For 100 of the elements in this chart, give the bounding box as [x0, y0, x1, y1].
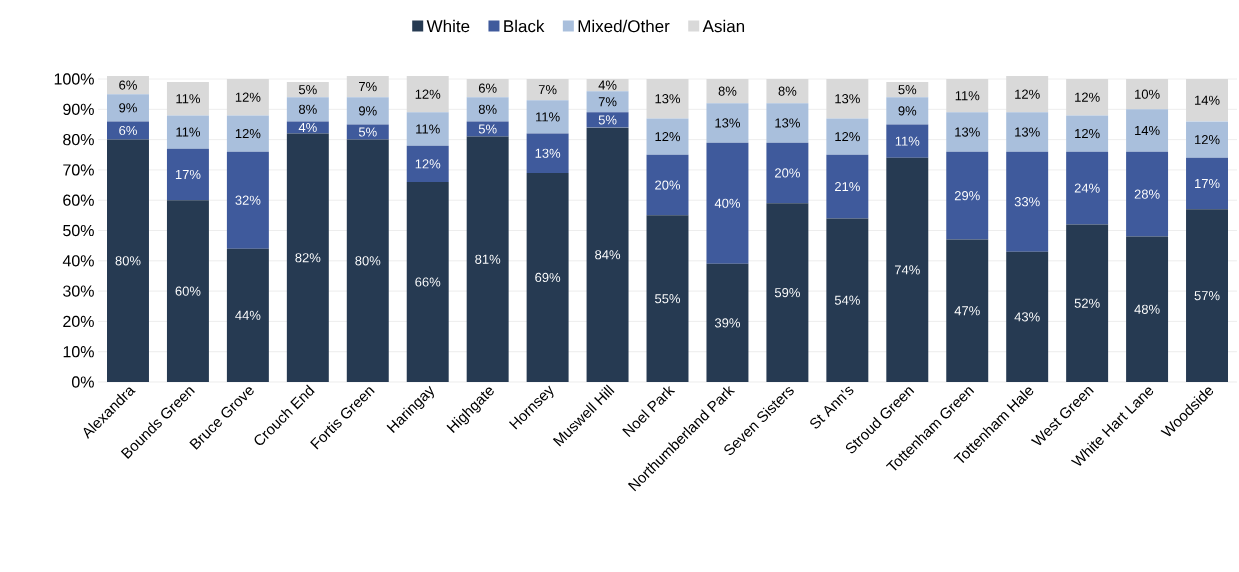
- data-label: 5%: [478, 124, 497, 134]
- y-tick-label: 100%: [54, 73, 94, 85]
- data-label: 8%: [718, 86, 737, 96]
- data-label: 54%: [834, 295, 860, 305]
- data-label: 8%: [478, 104, 497, 114]
- data-label: 10%: [1135, 89, 1160, 99]
- data-label: 12%: [1195, 135, 1220, 145]
- data-label: 13%: [775, 118, 800, 128]
- data-label: 11%: [176, 127, 200, 137]
- bar: [286, 121, 329, 134]
- data-label: 14%: [1195, 95, 1220, 105]
- bar: [766, 142, 809, 204]
- bar: [886, 97, 929, 125]
- data-label: 5%: [898, 85, 917, 95]
- legend-label: White: [426, 19, 470, 33]
- data-label: 12%: [1075, 128, 1100, 139]
- bar: [226, 248, 269, 382]
- bar: [826, 118, 869, 155]
- bar: [1126, 236, 1169, 382]
- bar: [526, 172, 569, 382]
- bar: [826, 218, 869, 382]
- data-label: 84%: [595, 250, 621, 260]
- y-tick-label: 80%: [63, 133, 94, 146]
- bar: [946, 239, 989, 382]
- data-label: 12%: [235, 128, 261, 139]
- y-tick-label: 10%: [63, 346, 94, 358]
- data-label: 8%: [778, 86, 797, 96]
- y-tick-label: 40%: [62, 255, 94, 267]
- data-label: 20%: [655, 180, 681, 190]
- bar: [346, 124, 389, 140]
- bar: [1186, 121, 1228, 158]
- data-label: 6%: [119, 80, 137, 90]
- data-label: 5%: [598, 115, 617, 125]
- bar: [766, 203, 809, 382]
- data-label: 7%: [359, 82, 377, 92]
- bar: [946, 112, 989, 152]
- data-label: 13%: [955, 127, 980, 137]
- bar: [286, 82, 329, 98]
- bar: [586, 112, 629, 128]
- data-label: 13%: [1015, 127, 1040, 137]
- legend-label: Mixed/Other: [578, 19, 670, 33]
- bar: [107, 121, 149, 140]
- bar: [886, 157, 929, 382]
- data-label: 4%: [598, 80, 617, 90]
- data-label: 17%: [175, 169, 201, 180]
- bar: [1066, 151, 1109, 225]
- data-label: 12%: [235, 92, 261, 102]
- bar: [886, 82, 929, 98]
- bar: [166, 200, 209, 382]
- data-label: 81%: [475, 254, 501, 264]
- data-label: 6%: [119, 125, 137, 136]
- data-label: 13%: [835, 94, 860, 104]
- bar: [286, 133, 329, 382]
- data-label: 66%: [415, 277, 441, 287]
- data-label: 74%: [894, 265, 920, 275]
- bar: [466, 121, 509, 137]
- data-label: 9%: [119, 103, 137, 113]
- y-tick-label: 50%: [63, 224, 94, 237]
- data-label: 9%: [358, 106, 377, 116]
- bar: [646, 118, 689, 155]
- data-label: 7%: [598, 97, 617, 107]
- data-label: 17%: [1195, 178, 1220, 189]
- bar: [406, 145, 449, 183]
- y-tick-label: 0%: [71, 376, 94, 388]
- data-label: 13%: [655, 94, 681, 104]
- bar: [1126, 109, 1169, 152]
- bar: [646, 154, 689, 216]
- data-label: 7%: [538, 85, 557, 95]
- data-label: 55%: [655, 294, 681, 304]
- y-tick-label: 70%: [63, 164, 94, 176]
- data-label: 12%: [415, 159, 441, 169]
- data-label: 13%: [715, 118, 741, 128]
- bar: [286, 97, 329, 122]
- bar: [646, 215, 689, 382]
- bar: [946, 151, 989, 240]
- data-label: 11%: [536, 112, 560, 122]
- data-label: 20%: [775, 168, 800, 178]
- data-label: 52%: [1074, 298, 1100, 308]
- data-label: 12%: [1015, 89, 1040, 99]
- data-label: 9%: [898, 106, 917, 116]
- bar: [1066, 115, 1109, 152]
- data-label: 8%: [299, 104, 317, 114]
- data-label: 48%: [1134, 304, 1160, 314]
- data-label: 28%: [1134, 189, 1160, 199]
- bar: [826, 154, 869, 219]
- bar: [166, 148, 209, 201]
- bar: [1006, 151, 1049, 252]
- bar: [466, 136, 509, 382]
- legend-label: Asian: [702, 19, 745, 33]
- data-label: 59%: [774, 288, 800, 298]
- data-label: 47%: [954, 306, 980, 316]
- bar: [526, 133, 569, 173]
- bar: [346, 139, 389, 382]
- bar: [406, 112, 449, 146]
- data-label: 43%: [1014, 312, 1040, 322]
- data-label: 11%: [416, 124, 440, 134]
- data-label: 4%: [298, 122, 317, 133]
- bar: [706, 142, 749, 264]
- data-label: 5%: [358, 127, 377, 137]
- data-label: 69%: [535, 272, 561, 283]
